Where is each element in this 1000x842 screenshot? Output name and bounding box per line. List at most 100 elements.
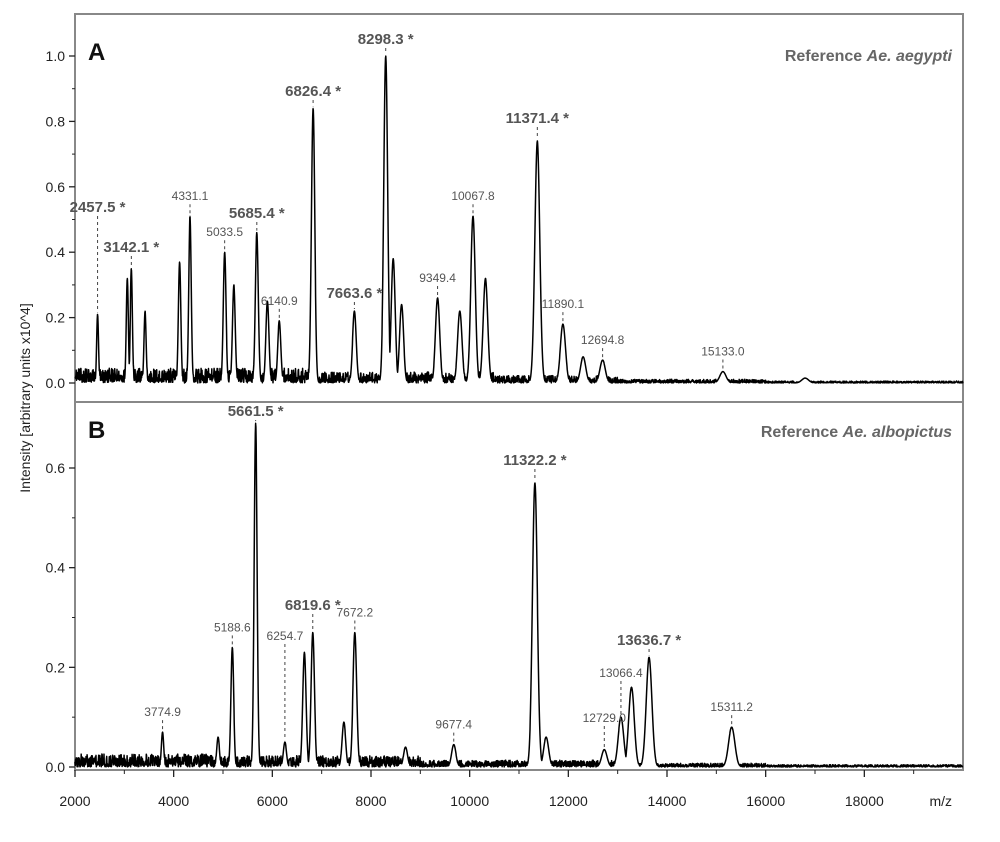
peak-mark bbox=[256, 231, 258, 234]
panel-b-reference-prefix: Reference bbox=[761, 424, 843, 441]
x-axis-label: m/z bbox=[929, 793, 952, 809]
peak-label: 15133.0 bbox=[701, 345, 745, 359]
peak-mark bbox=[178, 261, 181, 263]
peak-mark bbox=[233, 284, 235, 286]
peak-mark bbox=[284, 741, 286, 743]
peak-mark bbox=[648, 656, 650, 658]
peak-mark bbox=[562, 323, 564, 325]
peak-mark bbox=[453, 743, 455, 746]
peak-mark bbox=[224, 251, 226, 253]
peak-label: 5661.5 * bbox=[228, 403, 284, 420]
peak-label: 6140.9 bbox=[261, 294, 298, 308]
peak-label: 5033.5 bbox=[206, 225, 243, 239]
peak-label: 10067.8 bbox=[451, 189, 495, 203]
peak-mark bbox=[312, 107, 314, 109]
peak-label: 7672.2 bbox=[336, 605, 373, 619]
peak-mark bbox=[217, 736, 219, 738]
peak-label: 11371.4 * bbox=[506, 110, 570, 127]
peak-label: 15311.2 bbox=[710, 700, 753, 714]
peak-mark bbox=[603, 748, 605, 751]
peak-label: 9349.4 bbox=[419, 271, 456, 285]
x-tick-label: 10000 bbox=[450, 793, 489, 809]
peak-mark bbox=[343, 721, 345, 723]
y-tick-label: 0.6 bbox=[46, 179, 66, 195]
spectra-layer: 0.0 0.2 0.4 0.6 0.8 1.0 2457.5 * 3142.1 * 4331.1… bbox=[46, 31, 964, 809]
peak-mark bbox=[620, 716, 622, 718]
peak-mark bbox=[472, 215, 474, 217]
x-tick-label: 16000 bbox=[746, 793, 785, 809]
peak-mark bbox=[255, 422, 257, 424]
peak-label: 12694.8 bbox=[581, 333, 625, 347]
peak-mark bbox=[545, 736, 547, 738]
panel-b-reference-species: Ae. albopictus bbox=[842, 424, 952, 441]
peak-label: 4331.1 bbox=[172, 189, 209, 203]
peak-mark bbox=[96, 313, 99, 315]
y-tick-label: 0.6 bbox=[46, 460, 66, 476]
peak-mark bbox=[385, 55, 387, 57]
peak-mark bbox=[266, 300, 268, 302]
panel-a-reference-prefix: Reference bbox=[785, 48, 867, 65]
peak-mark bbox=[534, 482, 536, 484]
peak-label: 5188.6 bbox=[214, 620, 251, 634]
peak-mark bbox=[278, 320, 280, 322]
peak-label: 11322.2 * bbox=[503, 452, 567, 469]
peak-mark bbox=[459, 310, 461, 312]
panel-b-letter: B bbox=[88, 417, 105, 444]
peak-label: 13066.4 bbox=[599, 666, 643, 680]
peak-label: 8298.3 * bbox=[358, 31, 414, 48]
x-tick-label: 14000 bbox=[648, 793, 687, 809]
x-tick-label: 6000 bbox=[257, 793, 288, 809]
peak-mark bbox=[354, 631, 356, 634]
peak-label: 6826.4 * bbox=[285, 83, 341, 100]
peak-label: 5685.4 * bbox=[229, 205, 285, 222]
peak-mark bbox=[161, 731, 164, 733]
peak-mark bbox=[722, 370, 724, 373]
peak-mark bbox=[400, 303, 403, 306]
x-tick-label: 2000 bbox=[59, 793, 90, 809]
y-tick-label: 0.0 bbox=[46, 375, 66, 391]
peak-mark bbox=[484, 277, 487, 279]
y-tick-label: 0.8 bbox=[46, 113, 66, 129]
panel-a-reference-label: Reference Ae. aegypti bbox=[785, 48, 953, 65]
y-tick-label: 0.2 bbox=[46, 659, 66, 675]
peak-mark bbox=[144, 310, 146, 312]
peak-label: 13636.7 * bbox=[617, 632, 681, 649]
y-tick-label: 0.2 bbox=[46, 310, 66, 326]
peak-label: 6819.6 * bbox=[285, 597, 341, 614]
peak-mark bbox=[536, 140, 538, 142]
peak-mark bbox=[404, 746, 407, 748]
peak-label: 12729.0 bbox=[583, 711, 627, 725]
x-tick-label: 12000 bbox=[549, 793, 588, 809]
peak-label: 3142.1 * bbox=[103, 239, 159, 256]
peak-mark bbox=[312, 631, 314, 634]
peak-mark bbox=[731, 726, 733, 728]
peak-label: 11890.1 bbox=[542, 297, 585, 311]
panel-a-frame bbox=[74, 13, 964, 403]
y-tick-label: 1.0 bbox=[46, 48, 66, 64]
peak-mark bbox=[231, 646, 233, 649]
peak-mark bbox=[392, 258, 394, 260]
peak-mark bbox=[189, 215, 191, 217]
peak-label: 3774.9 bbox=[144, 705, 181, 719]
y-tick-label: 0.0 bbox=[46, 759, 66, 775]
peak-label: 7663.6 * bbox=[326, 285, 382, 302]
peak-mark bbox=[303, 651, 305, 653]
spectrum-line-b bbox=[74, 422, 964, 768]
peak-label: 2457.5 * bbox=[70, 199, 126, 216]
panel-a-reference-species: Ae. aegypti bbox=[866, 48, 953, 65]
panel-a-plot: 0.0 0.2 0.4 0.6 0.8 1.0 2457.5 * 3142.1 * 4331.1… bbox=[46, 31, 964, 391]
peak-mark bbox=[630, 686, 633, 688]
peak-label: 9677.4 bbox=[435, 718, 472, 732]
x-tick-label: 8000 bbox=[355, 793, 386, 809]
spectrum-line-a bbox=[74, 55, 964, 384]
peak-mark bbox=[126, 277, 128, 279]
peak-mark bbox=[602, 359, 604, 361]
panel-b-reference-label: Reference Ae. albopictus bbox=[761, 424, 952, 441]
peak-mark bbox=[582, 356, 584, 358]
y-tick-label: 0.4 bbox=[46, 244, 66, 260]
peak-mark bbox=[436, 297, 439, 299]
peak-mark bbox=[804, 377, 806, 379]
x-tick-label: 18000 bbox=[845, 793, 884, 809]
y-axis-label: Intensity [arbitrary units x10^4] bbox=[17, 303, 33, 492]
